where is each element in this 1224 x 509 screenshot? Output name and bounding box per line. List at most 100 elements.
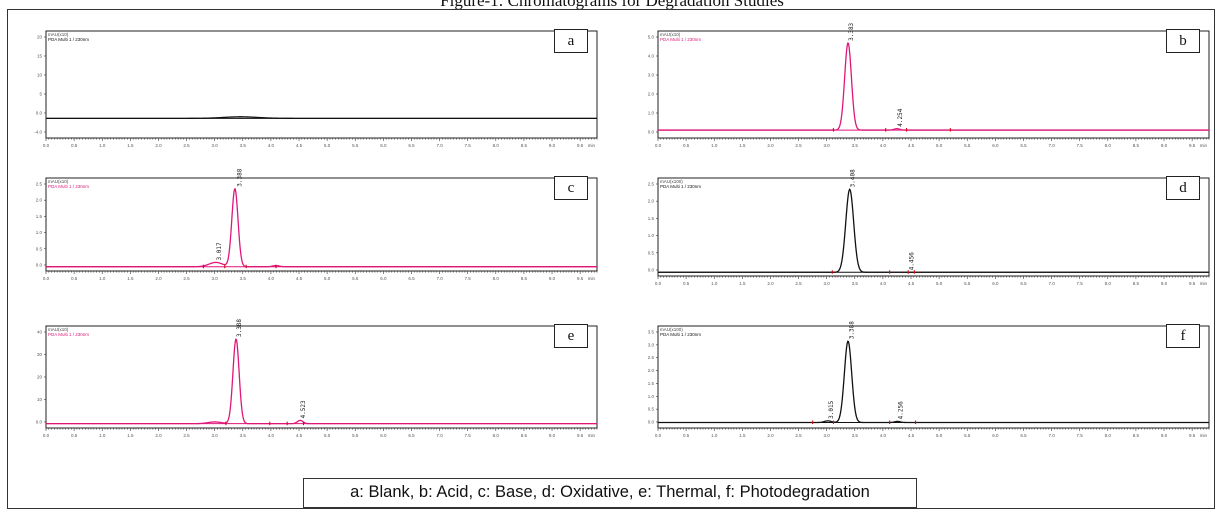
x-tick-label: 5.0 bbox=[324, 276, 331, 281]
x-tick-label: 5.5 bbox=[964, 143, 971, 148]
x-axis-label: min bbox=[588, 143, 596, 148]
y-tick-label: 2.0 bbox=[36, 198, 43, 203]
x-tick-label: 5.5 bbox=[964, 433, 971, 438]
x-axis-label: min bbox=[1200, 433, 1208, 438]
y-tick-label: 20 bbox=[37, 35, 43, 40]
x-tick-label: 6.5 bbox=[408, 433, 415, 438]
chromatogram-trace bbox=[46, 339, 597, 423]
plot-area bbox=[658, 31, 1209, 138]
x-tick-label: 7.5 bbox=[1077, 433, 1084, 438]
x-tick-label: 1.5 bbox=[127, 276, 134, 281]
peak-rt-label: 3.017 bbox=[216, 242, 223, 260]
y-tick-label: 0.5 bbox=[648, 250, 655, 255]
y-tick-label: 40 bbox=[37, 330, 43, 335]
x-tick-label: 2.5 bbox=[183, 143, 190, 148]
y-tick-label: 0.0 bbox=[648, 420, 655, 425]
y-tick-label: 2.5 bbox=[648, 182, 655, 187]
x-tick-label: 3.5 bbox=[852, 433, 859, 438]
x-tick-label: 5.0 bbox=[324, 143, 331, 148]
y-tick-label: 0.0 bbox=[36, 263, 43, 268]
chromatogram-svg-a: mAU(x10)PDA Multi 1 / 230nm20151050.0-4.… bbox=[18, 27, 600, 156]
x-tick-label: 0.5 bbox=[71, 143, 78, 148]
x-tick-label: 8.0 bbox=[493, 143, 500, 148]
y-tick-label: 20 bbox=[37, 375, 43, 380]
x-tick-label: 1.5 bbox=[739, 281, 746, 286]
x-tick-label: 5.5 bbox=[352, 143, 359, 148]
chromatogram-trace bbox=[46, 117, 597, 119]
peak-rt-label: 3.015 bbox=[828, 400, 835, 418]
x-tick-label: 2.0 bbox=[767, 143, 774, 148]
x-tick-label: 1.0 bbox=[711, 433, 718, 438]
x-tick-label: 2.0 bbox=[767, 433, 774, 438]
x-tick-label: 8.5 bbox=[521, 143, 528, 148]
x-tick-label: 1.0 bbox=[711, 281, 718, 286]
chromatogram-trace bbox=[658, 43, 1209, 130]
x-tick-label: 3.0 bbox=[824, 433, 831, 438]
x-tick-label: 2.0 bbox=[155, 433, 162, 438]
x-tick-label: 6.0 bbox=[380, 433, 387, 438]
x-tick-label: 3.5 bbox=[852, 143, 859, 148]
x-tick-label: 7.5 bbox=[465, 276, 472, 281]
x-tick-label: 9.0 bbox=[549, 143, 556, 148]
x-tick-label: 1.5 bbox=[127, 433, 134, 438]
peak-rt-label: 3.408 bbox=[850, 169, 857, 187]
x-tick-label: 2.5 bbox=[795, 281, 802, 286]
x-tick-label: 0.0 bbox=[43, 143, 50, 148]
x-tick-label: 6.5 bbox=[1020, 433, 1027, 438]
x-tick-label: 4.0 bbox=[268, 143, 275, 148]
x-tick-label: 4.5 bbox=[908, 433, 915, 438]
x-tick-label: 1.0 bbox=[99, 433, 106, 438]
x-tick-label: 9.5 bbox=[577, 143, 584, 148]
detector-label: PDA Multi 1 / 230nm bbox=[660, 184, 701, 189]
x-tick-label: 8.5 bbox=[1133, 281, 1140, 286]
x-tick-label: 9.0 bbox=[1161, 433, 1168, 438]
y-tick-label: 0.5 bbox=[36, 246, 43, 251]
x-tick-label: 1.0 bbox=[711, 143, 718, 148]
chromatogram-svg-b: mAU(x10)PDA Multi 1 / 230nm5.04.03.02.01… bbox=[630, 27, 1212, 156]
detector-label: PDA Multi 1 / 230nm bbox=[660, 332, 701, 337]
x-tick-label: 2.0 bbox=[155, 276, 162, 281]
x-tick-label: 1.0 bbox=[99, 143, 106, 148]
x-tick-label: 5.0 bbox=[936, 281, 943, 286]
detector-label: PDA Multi 1 / 230nm bbox=[48, 184, 89, 189]
figure-caption: a: Blank, b: Acid, c: Base, d: Oxidative… bbox=[303, 478, 917, 508]
y-tick-label: 0.0 bbox=[36, 420, 43, 425]
plot-area bbox=[658, 178, 1209, 276]
y-tick-label: 4.0 bbox=[648, 54, 655, 59]
x-tick-label: 4.5 bbox=[296, 143, 303, 148]
y-tick-label: 10 bbox=[37, 73, 43, 78]
x-tick-label: 1.5 bbox=[127, 143, 134, 148]
chromatogram-svg-c: mAU(x10)PDA Multi 1 / 230nm2.52.01.51.00… bbox=[18, 174, 600, 289]
y-tick-label: 1.0 bbox=[648, 111, 655, 116]
x-tick-label: 0.0 bbox=[655, 143, 662, 148]
y-tick-label: 3.0 bbox=[648, 73, 655, 78]
x-tick-label: 3.0 bbox=[824, 143, 831, 148]
y-tick-label: 2.0 bbox=[648, 368, 655, 373]
x-tick-label: 0.5 bbox=[683, 433, 690, 438]
peak-rt-label: 4.254 bbox=[897, 108, 904, 126]
x-tick-label: 4.0 bbox=[880, 433, 887, 438]
chromatogram-trace bbox=[46, 189, 597, 267]
x-tick-label: 6.0 bbox=[992, 281, 999, 286]
chromatogram-trace bbox=[658, 341, 1209, 422]
x-tick-label: 7.0 bbox=[436, 276, 443, 281]
x-tick-label: 9.0 bbox=[1161, 281, 1168, 286]
y-tick-label: 1.5 bbox=[648, 216, 655, 221]
x-tick-label: 3.5 bbox=[240, 276, 247, 281]
x-tick-label: 2.0 bbox=[155, 143, 162, 148]
x-tick-label: 2.5 bbox=[795, 433, 802, 438]
x-tick-label: 3.5 bbox=[240, 143, 247, 148]
y-tick-label: 3.0 bbox=[648, 342, 655, 347]
peak-rt-label: 3.388 bbox=[236, 319, 243, 337]
x-tick-label: 0.0 bbox=[43, 433, 50, 438]
x-axis-label: min bbox=[1200, 143, 1208, 148]
y-tick-label: 1.5 bbox=[36, 214, 43, 219]
x-tick-label: 5.0 bbox=[936, 143, 943, 148]
x-tick-label: 0.0 bbox=[655, 433, 662, 438]
y-tick-label: 2.5 bbox=[648, 355, 655, 360]
y-tick-label: 5 bbox=[39, 92, 42, 97]
x-tick-label: 7.5 bbox=[465, 433, 472, 438]
